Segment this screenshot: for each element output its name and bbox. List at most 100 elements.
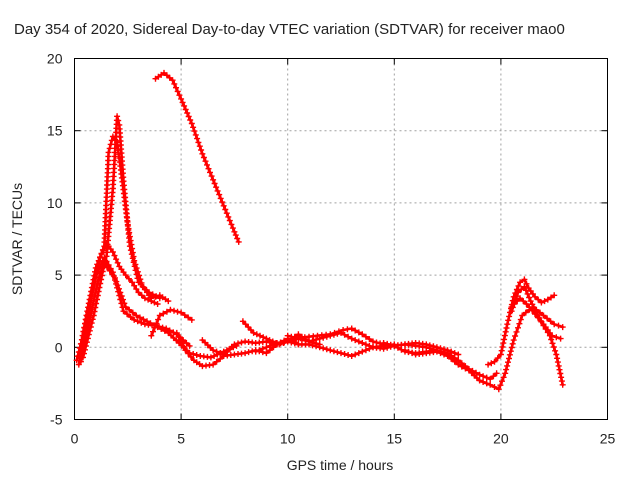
data-point-marker: [526, 294, 533, 301]
data-point-marker: [163, 308, 170, 315]
data-point-marker: [127, 247, 134, 254]
data-point-marker: [82, 346, 88, 353]
data-point-marker: [88, 291, 95, 298]
data-point-marker: [91, 308, 98, 315]
data-point-marker: [125, 275, 132, 282]
data-point-marker: [497, 382, 504, 389]
data-point-marker: [462, 365, 469, 372]
data-point-marker: [348, 353, 355, 359]
data-point-marker: [405, 348, 412, 355]
data-point-marker: [508, 344, 515, 351]
data-point-marker: [316, 335, 323, 342]
data-point-marker: [506, 351, 513, 358]
data-point-marker: [504, 362, 511, 369]
data-point-marker: [517, 295, 524, 302]
data-point-marker: [497, 351, 504, 358]
data-point-marker: [207, 354, 214, 361]
data-point-marker: [529, 301, 536, 308]
data-point-marker: [553, 334, 560, 341]
data-point-marker: [95, 288, 102, 295]
data-point-marker: [527, 298, 534, 305]
data-point-marker: [366, 342, 373, 349]
data-point-marker: [549, 340, 556, 347]
data-point-marker: [511, 301, 518, 307]
data-point-marker: [219, 199, 226, 206]
data-point-marker: [200, 154, 207, 161]
data-point-marker: [288, 333, 295, 340]
data-point-marker: [156, 312, 163, 319]
data-point-marker: [352, 337, 359, 344]
data-point-marker: [167, 306, 174, 313]
data-point-marker: [345, 333, 352, 340]
data-point-marker: [114, 282, 121, 289]
data-point-marker: [348, 335, 355, 342]
data-point-marker: [260, 334, 267, 341]
data-point-marker: [487, 376, 494, 383]
data-point-marker: [291, 340, 298, 347]
data-point-marker: [207, 169, 213, 176]
data-point-marker: [245, 349, 252, 356]
data-point-marker: [498, 347, 505, 354]
data-point-marker: [171, 307, 177, 314]
data-point-marker: [158, 326, 165, 332]
data-point-marker: [80, 354, 86, 361]
data-point-marker: [556, 366, 563, 373]
data-point-marker: [181, 102, 188, 109]
data-point-marker: [500, 374, 507, 381]
data-point-marker: [217, 355, 224, 362]
data-point-marker: [512, 333, 519, 339]
data-point-marker: [487, 381, 494, 388]
data-point-marker: [106, 145, 113, 152]
data-point-marker: [144, 318, 150, 325]
data-point-marker: [359, 348, 366, 355]
data-point-marker: [362, 341, 369, 348]
grid: [74, 58, 608, 420]
series-arc-11: [252, 338, 398, 359]
data-point-marker: [313, 336, 320, 343]
data-point-marker: [90, 283, 97, 290]
data-point-marker: [247, 327, 254, 333]
series-trace: [81, 262, 238, 359]
data-point-marker: [104, 264, 110, 271]
data-point-marker: [500, 340, 507, 347]
data-point-marker: [109, 271, 116, 278]
data-point-marker: [122, 272, 129, 279]
data-point-marker: [141, 295, 148, 302]
data-point-marker: [362, 347, 369, 354]
data-point-marker: [558, 378, 565, 385]
data-point-marker: [186, 342, 193, 349]
data-point-marker: [179, 340, 185, 347]
data-point-marker: [131, 316, 138, 323]
data-point-marker: [266, 342, 273, 349]
data-point-marker: [284, 332, 291, 339]
data-point-marker: [323, 333, 330, 340]
data-point-marker: [98, 250, 105, 257]
data-point-marker: [87, 324, 94, 330]
data-point-marker: [177, 336, 184, 343]
data-point-marker: [557, 370, 564, 377]
data-point-marker: [133, 312, 140, 319]
data-point-marker: [140, 316, 147, 323]
data-point-marker: [259, 345, 266, 352]
data-point-marker: [288, 339, 295, 346]
data-point-marker: [480, 379, 487, 385]
series-arc-13: [380, 340, 500, 383]
data-point-marker: [235, 340, 241, 347]
data-point-marker: [129, 279, 136, 286]
data-point-marker: [547, 318, 554, 325]
data-point-marker: [134, 318, 141, 325]
series-arc-17: [508, 295, 564, 342]
data-point-marker: [193, 352, 200, 358]
data-point-marker: [98, 276, 105, 283]
data-point-marker: [250, 329, 257, 336]
data-point-marker: [228, 221, 235, 228]
data-point-marker: [85, 307, 92, 314]
data-point-marker: [211, 353, 218, 359]
data-point-marker: [88, 320, 95, 327]
data-point-marker: [554, 355, 561, 362]
data-point-marker: [131, 263, 138, 270]
y-tick-label: 10: [47, 195, 63, 211]
data-point-marker: [202, 158, 209, 165]
data-point-marker: [455, 361, 462, 368]
data-point-marker: [341, 351, 348, 357]
